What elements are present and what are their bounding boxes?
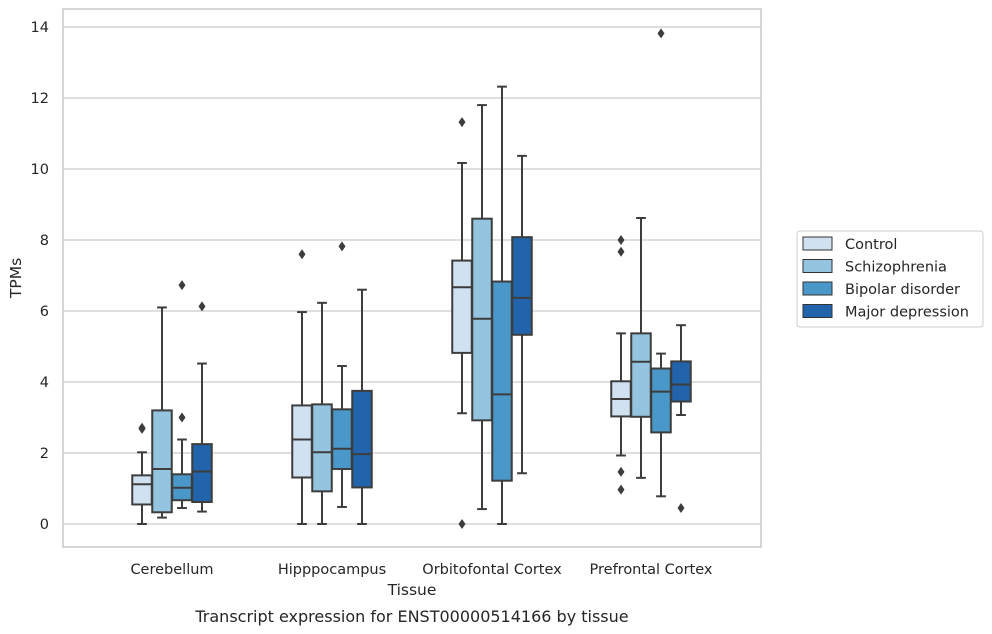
box [151, 306, 173, 519]
x-tick-label: Prefrontal Cortex [590, 562, 713, 578]
box [191, 301, 213, 513]
y-axis-ticks: 0 2 4 6 8 10 12 14 [31, 20, 49, 533]
outlier-point [458, 117, 466, 128]
box-iqr [451, 259, 473, 354]
box [331, 241, 353, 508]
x-tick-label: Hipppocampus [278, 562, 386, 578]
grid-lines [63, 26, 761, 525]
y-axis-label: TPMs [7, 258, 25, 299]
box [351, 288, 373, 525]
legend-swatch [802, 236, 833, 251]
legend-label: Schizophrenia [845, 260, 947, 276]
plot-frame [62, 8, 762, 548]
outlier-point [198, 301, 206, 312]
outlier-point [617, 246, 625, 257]
x-axis-label: Tissue [387, 581, 437, 599]
outlier-point [617, 466, 625, 477]
box-iqr [131, 474, 153, 506]
chart-caption: Transcript expression for ENST0000051416… [194, 607, 628, 626]
box-iqr [650, 367, 672, 434]
legend-label: Control [845, 237, 897, 253]
legend: Control Schizophrenia Bipolar disorder Majo… [796, 230, 984, 328]
box-iqr [670, 360, 692, 403]
box [491, 85, 513, 525]
x-tick-label: Orbitofontal Cortex [422, 562, 562, 578]
box-iqr [151, 409, 173, 514]
outlier-point [338, 241, 346, 252]
box [511, 154, 533, 475]
box-iqr [331, 408, 353, 470]
y-tick-label: 2 [40, 446, 49, 462]
box-iqr [630, 332, 652, 418]
box [131, 422, 153, 525]
y-tick-label: 8 [40, 233, 49, 249]
y-tick-label: 10 [31, 162, 49, 178]
box [630, 216, 652, 479]
y-tick-label: 6 [40, 304, 49, 320]
box-iqr [491, 280, 513, 482]
outlier-point [138, 422, 146, 433]
box [171, 280, 193, 510]
outlier-point [298, 249, 306, 260]
x-tick-label: Cerebellum [130, 562, 213, 578]
box [670, 324, 692, 514]
box [610, 235, 632, 495]
y-tick-label: 0 [40, 517, 49, 533]
x-axis-ticks: Cerebellum Hipppocampus Orbitofontal Corte… [130, 562, 712, 578]
box-iqr [311, 403, 333, 493]
box [451, 117, 473, 529]
y-tick-label: 4 [40, 375, 49, 391]
legend-label: Bipolar disorder [845, 282, 960, 298]
box-iqr [291, 404, 313, 479]
outlier-point [617, 484, 625, 495]
outlier-point [178, 280, 186, 291]
box-iqr [511, 236, 533, 336]
legend-swatch [802, 304, 833, 318]
box-iqr [191, 443, 213, 503]
y-tick-label: 14 [31, 20, 49, 36]
box [291, 249, 313, 525]
legend-label: Major depression [845, 305, 969, 321]
box [311, 301, 333, 525]
outlier-point [657, 28, 665, 39]
box-series [131, 28, 692, 529]
outlier-point [677, 503, 685, 514]
box-iqr [351, 389, 373, 489]
legend-swatch [802, 259, 833, 273]
legend-swatch [802, 281, 833, 296]
outlier-point [458, 519, 466, 529]
outlier-point [617, 235, 625, 245]
legend-frame [796, 230, 984, 328]
y-tick-label: 12 [31, 91, 49, 107]
outlier-point [178, 412, 186, 423]
box [471, 104, 493, 511]
